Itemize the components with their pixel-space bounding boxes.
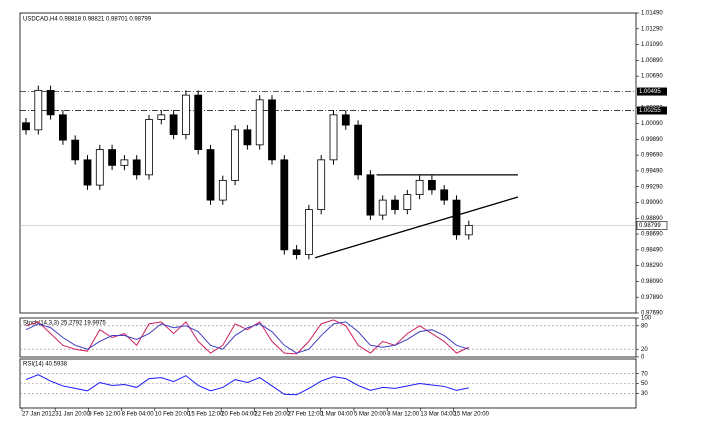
last-price-label: 0.98799	[639, 223, 661, 229]
y-tick-label: 0.99890	[641, 137, 663, 143]
candle-body	[34, 89, 43, 131]
candle-body	[145, 119, 153, 176]
candle-body	[206, 149, 215, 201]
stoch-label: Stoch(14,3,3) 25.2792 19.9975	[23, 321, 106, 327]
y-tick-label: 0.98890	[641, 216, 663, 222]
candle-body	[464, 224, 473, 236]
y-tick-label: 1.00890	[641, 58, 663, 64]
candle-body	[46, 89, 55, 116]
y-tick-label: 70	[641, 371, 648, 377]
y-tick-label: 0.99090	[641, 200, 663, 206]
candle-body	[181, 94, 190, 135]
x-tick-label: 15 Mar 20:00	[454, 412, 490, 418]
indicator-line	[25, 321, 469, 354]
x-tick-label: 8 Mar 12:00	[387, 412, 420, 418]
y-tick-label: 0.98090	[641, 279, 663, 285]
candle-body	[304, 209, 313, 255]
candle-body	[169, 114, 178, 135]
x-tick-label: 22 Feb 20:00	[254, 412, 290, 418]
y-tick-label: 1.01290	[641, 26, 663, 32]
y-tick-label: 0	[641, 355, 645, 361]
x-tick-label: 1 Mar 04:00	[321, 412, 354, 418]
x-tick-label: 13 Mar 04:00	[420, 412, 456, 418]
candle-body	[341, 114, 350, 126]
candle-body	[231, 129, 240, 181]
candle-body	[280, 159, 289, 251]
y-tick-label: 1.01090	[641, 42, 663, 48]
candle-body	[255, 99, 264, 146]
level-box	[637, 106, 667, 115]
y-tick-label: 100	[641, 316, 652, 322]
y-tick-label: 0.97890	[641, 295, 663, 301]
indicator-line	[25, 374, 469, 396]
candle-body	[391, 199, 399, 210]
y-tick-label: 0.97690	[641, 311, 663, 317]
candle-body	[452, 199, 461, 236]
symbol-label: USDCAD,H4 0.98818 0.98821 0.98701 0.9879…	[23, 17, 152, 23]
candle-body	[354, 124, 363, 176]
candle-body	[194, 94, 203, 150]
candle-body	[22, 122, 30, 131]
y-tick-label: 30	[641, 391, 648, 397]
candle-body	[157, 114, 166, 120]
candle-body	[243, 129, 252, 146]
y-tick-label: 0.98690	[641, 232, 663, 238]
candle-body	[108, 149, 116, 166]
candle-body	[329, 114, 338, 161]
y-tick-label: 1.01490	[641, 11, 663, 17]
candle-body	[317, 159, 326, 210]
y-tick-label: 80	[641, 323, 648, 329]
y-tick-label: 0.99690	[641, 153, 663, 159]
stoch-panel	[19, 317, 637, 358]
candle-body	[403, 194, 412, 210]
x-tick-label: 20 Feb 04:00	[221, 412, 257, 418]
candle-body	[292, 249, 301, 255]
y-tick-label: 20	[641, 347, 648, 353]
y-tick-label: 1.00090	[641, 121, 663, 127]
candle-body	[71, 139, 80, 161]
candle-body	[59, 114, 67, 141]
y-tick-label: 0.99290	[641, 184, 663, 190]
x-tick-label: 27 Feb 12:00	[288, 412, 324, 418]
last-price-box	[636, 221, 668, 230]
candle-body	[132, 159, 141, 176]
candle-body	[95, 149, 104, 186]
candle-body	[366, 174, 375, 216]
candle-body	[427, 179, 436, 191]
x-tick-label: 15 Feb 12:00	[188, 412, 224, 418]
candle-body	[440, 189, 449, 201]
x-tick-label: 8 Feb 04:00	[122, 412, 155, 418]
level-box	[637, 87, 667, 96]
x-tick-label: 31 Jan 20:00	[55, 412, 90, 418]
candle-body	[268, 99, 276, 161]
rsi-label: RSI(14) 40.5938	[23, 362, 68, 368]
candle-body	[378, 199, 387, 216]
candle-body	[83, 159, 92, 186]
y-tick-label: 1.00690	[641, 74, 663, 80]
y-tick-label: 0.98490	[641, 247, 663, 253]
y-tick-label: 0.98290	[641, 263, 663, 269]
candle-body	[120, 159, 129, 166]
x-tick-label: 10 Feb 20:00	[155, 412, 191, 418]
x-tick-label: 27 Jan 2012	[22, 412, 56, 418]
x-tick-label: 3 Feb 12:00	[88, 412, 121, 418]
candle-body	[415, 179, 424, 195]
y-tick-label: 0.99490	[641, 168, 663, 174]
x-tick-label: 5 Mar 20:00	[354, 412, 387, 418]
y-tick-label: 50	[641, 381, 648, 387]
candle-body	[218, 179, 227, 201]
trendline	[314, 196, 519, 259]
level-label: 1.00495	[639, 89, 661, 95]
level-label: 1.00255	[639, 108, 661, 114]
